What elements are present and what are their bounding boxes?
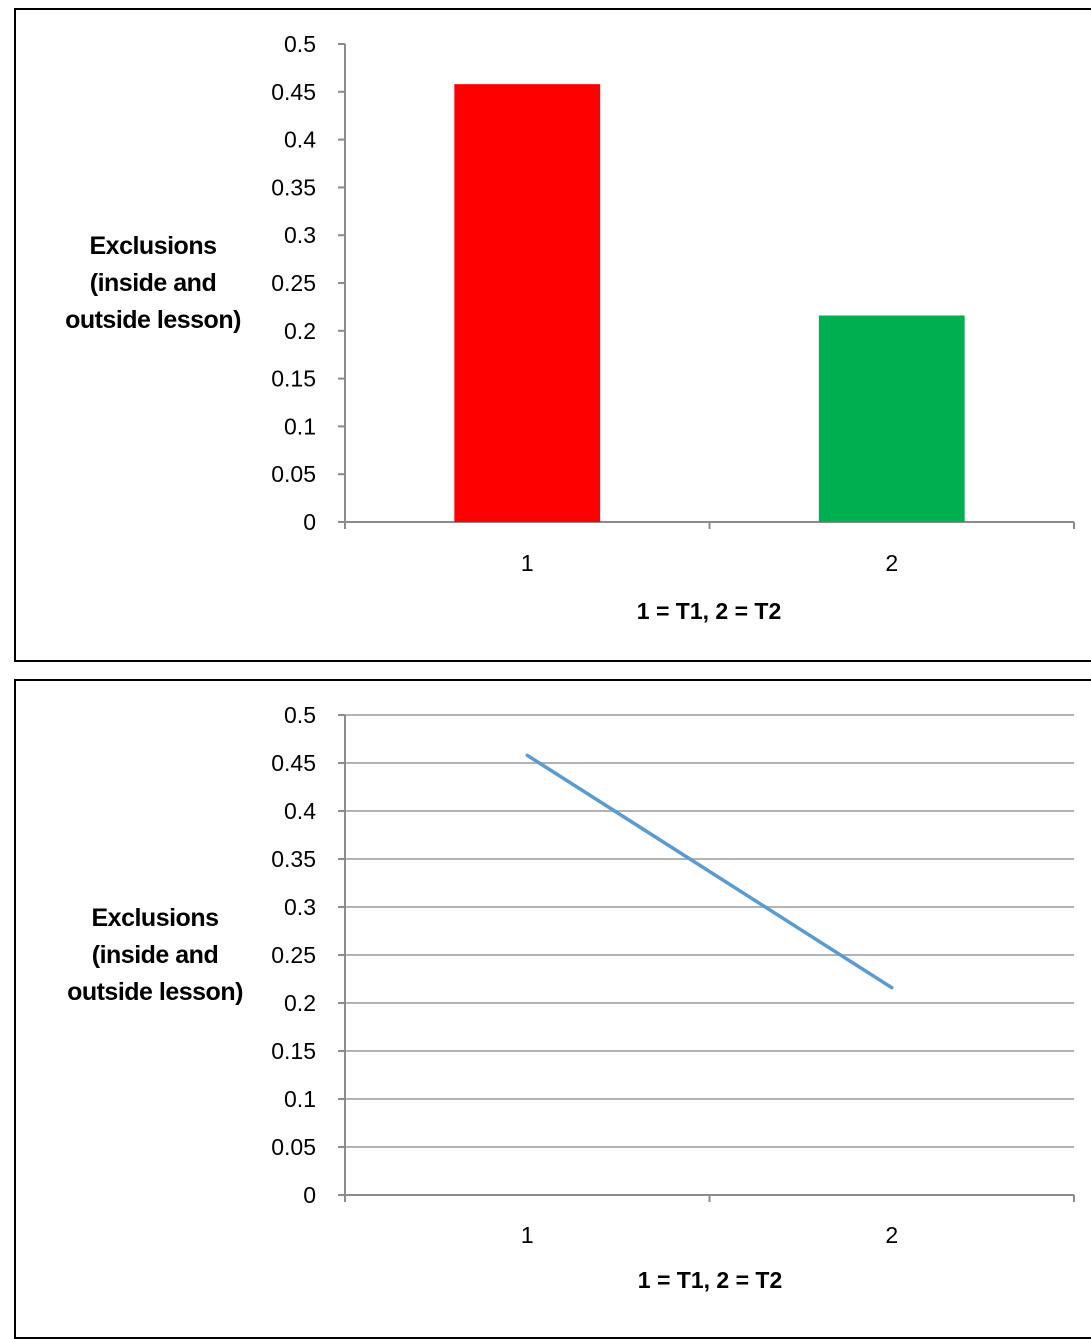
y-tick-label: 0 [303, 1182, 316, 1208]
y-tick-label: 0.05 [271, 461, 316, 487]
y-tick-label: 0 [303, 509, 316, 535]
y-tick-label: 0.05 [271, 1134, 316, 1160]
y-tick-label: 0.25 [271, 270, 316, 296]
y-tick-label: 0.4 [284, 127, 316, 153]
y-tick-label: 0.35 [271, 846, 316, 872]
bar-chart-panel: Exclusions (inside and outside lesson) 0… [14, 8, 1091, 662]
y-tick-label: 0.1 [284, 1086, 316, 1112]
y-tick-label: 0.45 [271, 79, 316, 105]
x-tick-label: 2 [885, 1222, 898, 1248]
y-tick-label: 0.15 [271, 366, 316, 392]
y-tick-label: 0.45 [271, 750, 316, 776]
y-tick-label: 0.1 [284, 413, 316, 439]
y-tick-label: 0.35 [271, 174, 316, 200]
y-tick-label: 0.15 [271, 1038, 316, 1064]
line-chart-y-ticks: 0 0.05 0.1 0.15 0.2 0.25 0.3 0.35 0.4 0.45 0.5 [271, 702, 345, 1208]
y-tick-label: 0.3 [284, 894, 316, 920]
line-chart-panel: Exclusions (inside and outside lesson) 0… [14, 679, 1091, 1339]
y-tick-label: 0.2 [284, 990, 316, 1016]
y-tick-label: 0.4 [284, 798, 316, 824]
x-tick-label: 2 [885, 550, 898, 576]
line-chart-x-axis-label: 1 = T1, 2 = T2 [638, 1267, 782, 1293]
y-tick-label: 0.3 [284, 222, 316, 248]
x-tick-label: 1 [521, 550, 534, 576]
bar-chart-x-axis-label: 1 = T1, 2 = T2 [637, 598, 781, 624]
y-tick-label: 0.2 [284, 318, 316, 344]
line-chart-gridlines [345, 715, 1074, 1147]
bar-category-1 [454, 84, 600, 522]
bar-chart-marks [454, 84, 964, 522]
y-tick-label: 0.5 [284, 702, 316, 728]
y-tick-label: 0.5 [284, 31, 316, 57]
x-tick-label: 1 [521, 1222, 534, 1248]
series-line [527, 755, 892, 987]
bar-category-2 [819, 316, 965, 522]
line-chart-marks [527, 755, 892, 987]
bar-chart-y-ticks: 0 0.05 0.1 0.15 0.2 0.25 0.3 0.35 0.4 0.45 0.5 [271, 31, 345, 535]
y-tick-label: 0.25 [271, 942, 316, 968]
